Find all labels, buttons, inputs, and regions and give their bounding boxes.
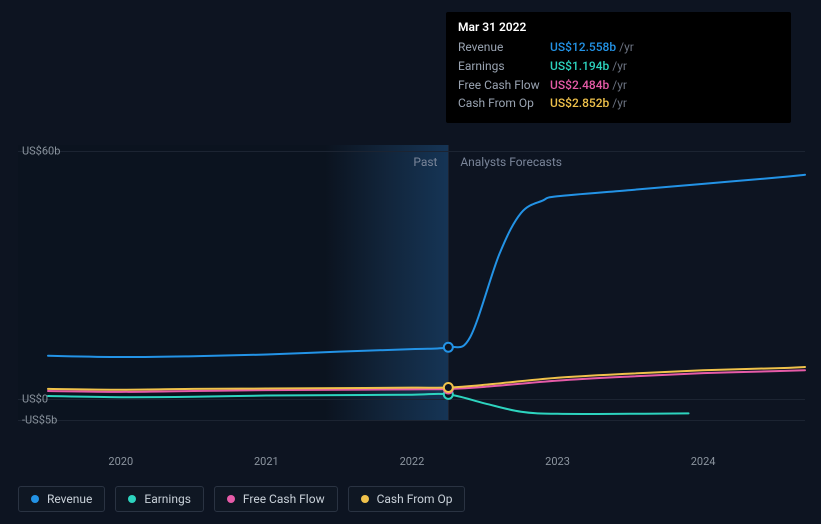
tooltip-unit: /yr [612,58,627,75]
legend-item-revenue[interactable]: Revenue [18,486,105,512]
tooltip-key: Revenue [458,39,550,56]
tooltip-unit: /yr [612,77,627,94]
legend: Revenue Earnings Free Cash Flow Cash From O… [18,486,465,512]
legend-item-cash-from-op[interactable]: Cash From Op [348,486,466,512]
x-tick-label: 2020 [108,455,133,468]
tooltip-row: RevenueUS$12.558b/yr [458,38,779,57]
tooltip-row: Free Cash FlowUS$2.484b/yr [458,76,779,95]
tooltip-key: Earnings [458,58,550,75]
legend-label: Revenue [47,492,92,506]
tooltip-row: Cash From OpUS$2.852b/yr [458,94,779,113]
tooltip-key: Free Cash Flow [458,77,550,94]
tooltip-value: US$2.484b [550,77,609,94]
tooltip-key: Cash From Op [458,95,550,112]
tooltip-unit: /yr [619,39,634,56]
legend-swatch [31,495,39,503]
series-earnings [48,394,689,414]
tooltip-value: US$1.194b [550,58,609,75]
marker-revenue [444,343,453,352]
legend-swatch [361,495,369,503]
series-revenue [48,175,805,357]
legend-swatch [128,495,136,503]
legend-label: Free Cash Flow [243,492,325,506]
tooltip-unit: /yr [612,95,627,112]
tooltip-value: US$12.558b [550,39,616,56]
marker-cfo [444,383,453,392]
legend-label: Cash From Op [377,492,453,506]
tooltip-value: US$2.852b [550,95,609,112]
x-tick-label: 2022 [400,455,425,468]
legend-label: Earnings [144,492,191,506]
x-tick-label: 2023 [545,455,570,468]
tooltip-title: Mar 31 2022 [458,20,779,34]
legend-item-earnings[interactable]: Earnings [115,486,204,512]
legend-swatch [227,495,235,503]
x-tick-label: 2024 [691,455,716,468]
tooltip-rows: RevenueUS$12.558b/yrEarningsUS$1.194b/yr… [458,38,779,113]
hover-tooltip: Mar 31 2022 RevenueUS$12.558b/yrEarnings… [446,12,791,123]
x-tick-label: 2021 [254,455,279,468]
legend-item-free-cash-flow[interactable]: Free Cash Flow [214,486,338,512]
tooltip-row: EarningsUS$1.194b/yr [458,57,779,76]
series-cfo [48,367,805,390]
